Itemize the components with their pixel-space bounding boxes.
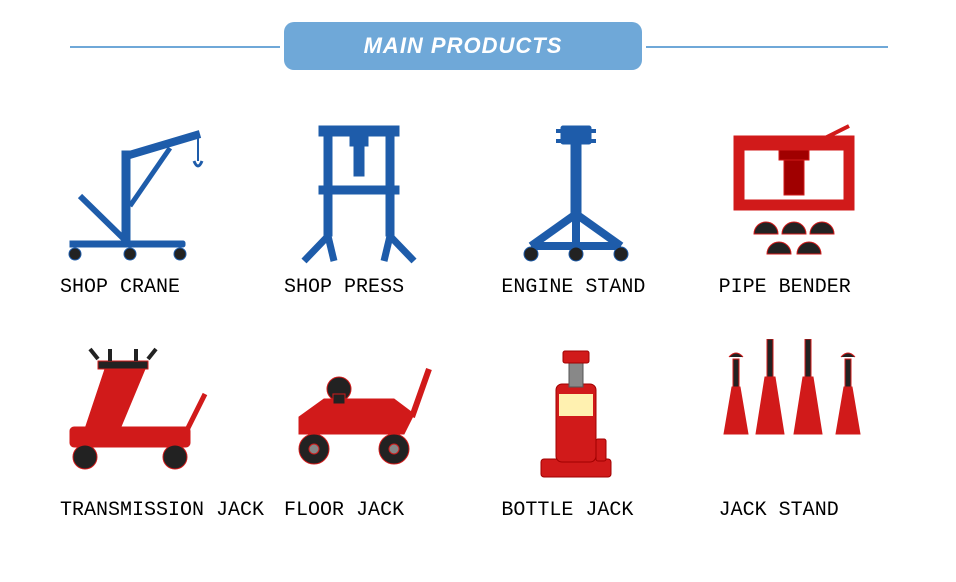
floor-jack-label: FLOOR JACK: [284, 499, 404, 522]
product-bottle-jack: BOTTLE JACK: [501, 339, 698, 522]
bottle-jack-label: BOTTLE JACK: [501, 499, 633, 522]
shop-press-icon: [284, 116, 434, 266]
product-shop-crane: SHOP CRANE: [60, 116, 264, 299]
engine-stand-label: ENGINE STAND: [501, 276, 645, 299]
transmission-jack-label: TRANSMISSION JACK: [60, 499, 264, 522]
shop-press-label: SHOP PRESS: [284, 276, 404, 299]
engine-stand-icon: [501, 116, 651, 266]
product-transmission-jack: TRANSMISSION JACK: [60, 339, 264, 522]
product-shop-press: SHOP PRESS: [284, 116, 481, 299]
jack-stand-icon: [719, 339, 869, 489]
pipe-bender-label: PIPE BENDER: [719, 276, 851, 299]
floor-jack-icon: [284, 339, 434, 489]
product-floor-jack: FLOOR JACK: [284, 339, 481, 522]
header-line-right: [646, 46, 888, 48]
main-products-badge: MAIN PRODUCTS: [284, 22, 642, 70]
header-title: MAIN PRODUCTS: [364, 33, 563, 59]
product-pipe-bender: PIPE BENDER: [719, 116, 916, 299]
shop-crane-icon: [60, 116, 210, 266]
jack-stand-label: JACK STAND: [719, 499, 839, 522]
transmission-jack-icon: [60, 339, 210, 489]
header-line-left: [70, 46, 280, 48]
pipe-bender-icon: [719, 116, 869, 266]
product-engine-stand: ENGINE STAND: [501, 116, 698, 299]
shop-crane-label: SHOP CRANE: [60, 276, 180, 299]
bottle-jack-icon: [501, 339, 651, 489]
product-jack-stand: JACK STAND: [719, 339, 916, 522]
header: MAIN PRODUCTS: [0, 0, 956, 22]
product-grid: SHOP CRANE: [60, 116, 916, 522]
